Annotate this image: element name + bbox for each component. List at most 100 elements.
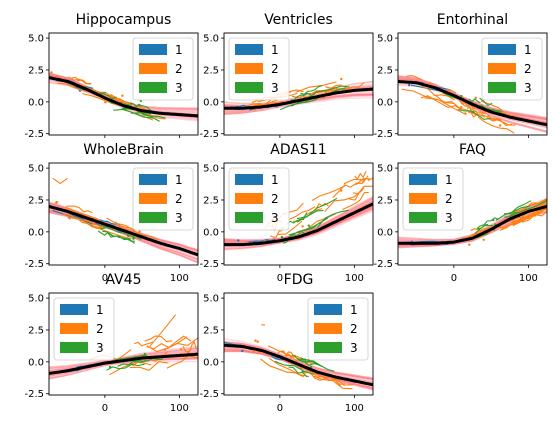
y-tick-label: 2.5 xyxy=(28,65,44,76)
series-2-line xyxy=(477,116,515,134)
series-2-line xyxy=(459,100,486,115)
series-2-point xyxy=(533,214,537,217)
series-2-line xyxy=(325,84,342,89)
band-curve xyxy=(224,341,373,380)
plot-area xyxy=(49,177,198,264)
panel-5: 5.0 2.5 0.0 -2.5 0 100 FAQ 1 2 3 xyxy=(373,142,548,284)
x-tick-label: 100 xyxy=(170,273,189,284)
legend: 1 2 3 xyxy=(402,167,464,231)
legend-label: 3 xyxy=(175,211,183,225)
series-2-line xyxy=(260,358,304,378)
series-2-line xyxy=(512,208,547,227)
series-1-point xyxy=(237,239,240,242)
series-3-line xyxy=(99,92,117,100)
series-2-point xyxy=(299,366,303,370)
band-curve xyxy=(224,341,373,384)
series-2-line xyxy=(166,354,198,369)
y-tick-label: -2.5 xyxy=(373,129,393,140)
legend-label: 2 xyxy=(350,322,358,336)
series-2-line xyxy=(277,220,303,235)
band-curve xyxy=(49,357,198,378)
series-3-line xyxy=(274,360,315,375)
series-3-line xyxy=(475,224,493,234)
x-tick-label: 100 xyxy=(345,273,364,284)
series-3-line xyxy=(300,85,323,96)
legend-swatch xyxy=(235,193,263,204)
mean-trend-line xyxy=(224,343,373,387)
legend-swatch xyxy=(314,342,342,353)
series-2-line xyxy=(521,210,547,223)
legend: 1 2 3 xyxy=(228,37,290,101)
band-curve xyxy=(49,355,198,379)
legend-label: 2 xyxy=(271,62,279,76)
band-curve xyxy=(398,75,547,124)
series-2-point xyxy=(68,217,71,220)
y-tick-label: 0.0 xyxy=(377,227,393,238)
series-1-line xyxy=(271,355,285,361)
legend-label: 1 xyxy=(271,43,279,57)
x-tick-label: 100 xyxy=(170,403,189,414)
series-3-line xyxy=(279,94,323,111)
legend-label: 1 xyxy=(445,173,453,187)
axes-frame xyxy=(397,162,548,266)
series-2-point xyxy=(367,178,370,181)
y-tick-label: 0.0 xyxy=(377,97,393,108)
series-2-point xyxy=(340,77,343,81)
series-3-point xyxy=(108,365,112,369)
x-tick-label: 100 xyxy=(345,403,364,414)
series-3-point xyxy=(492,218,495,222)
series-2-line xyxy=(312,375,353,390)
y-tick-label: -2.5 xyxy=(199,259,219,270)
series-2-point xyxy=(301,225,304,228)
series-2-point xyxy=(482,238,485,241)
series-2-line xyxy=(132,230,158,241)
series-2-line xyxy=(432,93,459,108)
axes-frame xyxy=(223,292,374,396)
panel-0: 5.0 2.5 0.0 -2.5 Hippocampus 1 2 3 xyxy=(24,12,199,140)
series-2-point xyxy=(187,350,190,353)
series-3-point xyxy=(143,352,147,356)
series-2-point xyxy=(493,118,497,121)
series-2-point xyxy=(55,200,59,204)
y-tick-label: 5.0 xyxy=(377,164,393,175)
legend-label: 3 xyxy=(96,341,104,355)
series-2-line xyxy=(299,367,331,381)
series-2-point xyxy=(252,350,255,354)
series-2-point xyxy=(163,348,167,351)
series-3-line xyxy=(298,358,335,372)
series-3-line xyxy=(286,212,308,225)
axes-frame xyxy=(48,292,199,396)
series-2-line xyxy=(342,191,369,211)
series-2-point xyxy=(362,180,365,183)
panel-1: 5.0 2.5 0.0 -2.5 Ventricles 1 2 3 xyxy=(199,12,374,140)
axes-frame xyxy=(48,32,199,136)
x-tick-label: 0 xyxy=(277,403,283,414)
series-2-point xyxy=(76,79,80,82)
series-2-line xyxy=(470,228,486,237)
legend: 1 2 3 xyxy=(53,297,115,361)
plot-area xyxy=(49,314,198,380)
series-3-point xyxy=(137,103,140,107)
legend-label: 3 xyxy=(271,211,279,225)
series-3-line xyxy=(288,366,308,378)
series-2-line xyxy=(115,221,136,232)
series-2-point xyxy=(498,124,502,127)
mean-trend-line xyxy=(398,204,547,245)
band-curve xyxy=(224,348,373,390)
series-3-line xyxy=(113,108,154,119)
y-tick-label: 2.5 xyxy=(28,325,44,336)
legend-label: 3 xyxy=(175,81,183,95)
panel-title: FAQ xyxy=(459,142,486,158)
y-tick-label: -2.5 xyxy=(24,389,44,400)
y-tick-label: 5.0 xyxy=(203,164,219,175)
legend-swatch xyxy=(235,212,263,223)
legend-swatch xyxy=(235,44,263,55)
series-2-line xyxy=(134,341,154,347)
y-tick-label: -2.5 xyxy=(373,259,393,270)
series-3-point xyxy=(132,237,135,240)
series-2-line xyxy=(480,100,525,122)
band-curve xyxy=(398,76,547,124)
panel-title: Ventricles xyxy=(264,12,333,28)
series-3-line xyxy=(468,98,481,104)
series-3-point xyxy=(307,224,311,227)
